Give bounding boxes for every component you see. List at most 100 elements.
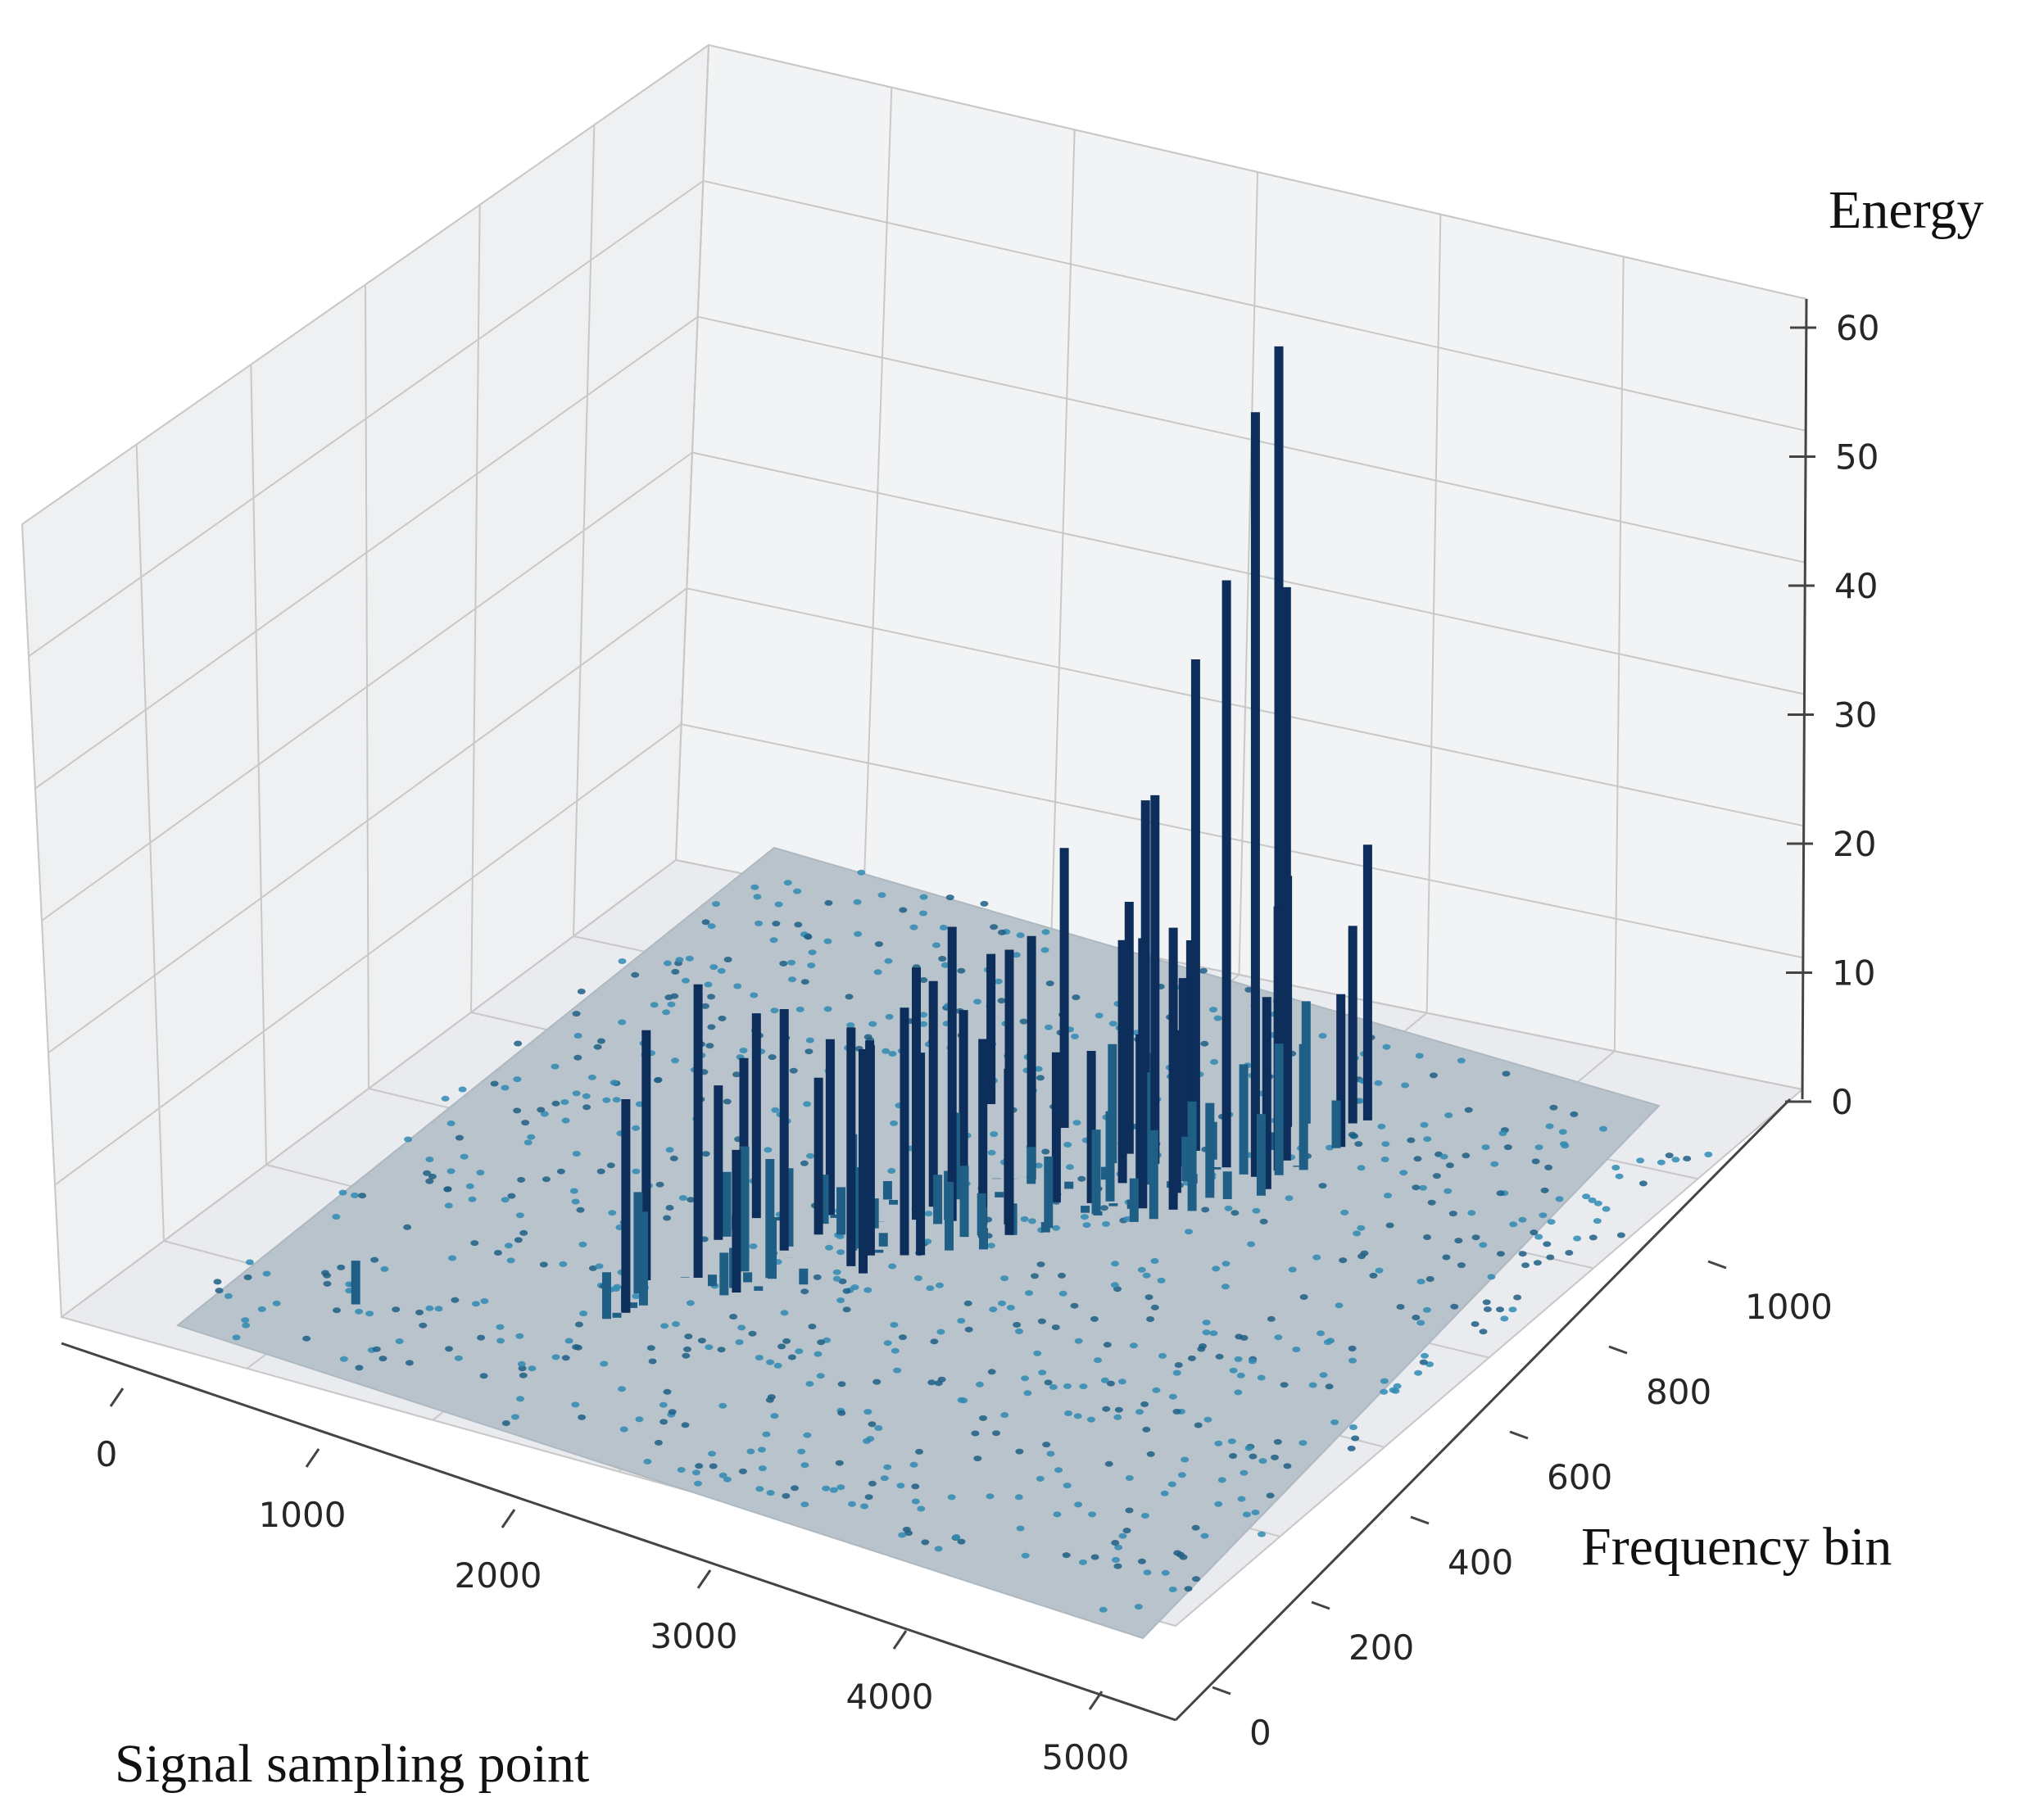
energy-point [662,1009,671,1016]
x-tick-label: 4000 [846,1677,934,1717]
energy-point [697,1338,706,1344]
y-ticks: 0 200 400 600 800 1000 [1212,1260,1833,1753]
energy-point [755,1355,764,1360]
energy-point [990,1131,999,1138]
energy-point [768,1054,777,1061]
energy-point [540,1111,549,1117]
energy-point [232,1334,241,1341]
energy-point [782,1492,791,1499]
energy-point [519,1229,528,1236]
energy-point [990,924,999,930]
energy-point [1054,1467,1063,1474]
energy-point [874,1425,883,1431]
z-axis-line [1801,298,1808,1100]
energy-point [332,1214,341,1220]
energy-point [1215,1353,1224,1360]
energy-point [800,1288,809,1295]
energy-point [514,1040,523,1047]
energy-point [618,1019,627,1025]
y-tick [1608,1345,1628,1355]
x-tick [305,1448,320,1468]
energy-point [539,1261,548,1268]
energy-point [718,1472,727,1478]
energy-point [701,919,710,926]
energy-point [1135,1409,1144,1415]
energy-point [1299,1294,1308,1300]
energy-point [1432,1173,1441,1179]
energy-point [677,1467,686,1473]
energy-point [1657,1159,1666,1166]
energy-point [668,1409,677,1415]
energy-point [507,1193,516,1199]
energy-point [705,1043,714,1049]
energy-point [380,1265,389,1272]
energy-point [1513,1294,1522,1301]
energy-point [1063,1483,1072,1489]
energy-point [771,1107,780,1113]
grid-line [1175,1089,1803,1627]
energy-point [405,1360,414,1366]
x-tick [696,1569,712,1589]
energy-point [1102,1406,1111,1412]
energy-point [764,1147,773,1153]
energy-point [572,1090,581,1097]
energy-point [1070,1302,1079,1309]
energy-point [750,992,759,998]
energy-point [1483,1306,1492,1312]
energy-point [1212,1265,1221,1272]
energy-point [829,1487,838,1493]
energy-point [1319,1372,1328,1379]
energy-point [1599,1125,1607,1132]
energy-point [899,907,908,913]
energy-point [1103,1342,1112,1348]
energy-point [1665,1152,1674,1159]
energy-point [460,1153,469,1160]
energy-point [1422,1306,1431,1313]
energy-point [825,1244,833,1251]
energy-point [919,1021,928,1027]
energy-point [774,901,783,908]
energy-point [877,892,886,899]
energy-point [1299,1440,1308,1446]
energy-point [667,1001,676,1007]
energy-point [1077,1175,1086,1182]
energy-point [1496,1190,1505,1197]
energy-point [1191,1524,1200,1531]
energy-point [1036,1261,1045,1268]
energy-point [501,1197,510,1203]
energy-point [470,1240,479,1247]
energy-point [1231,1210,1240,1216]
energy-point [755,920,763,926]
energy-point [571,1401,580,1408]
energy-point [1194,1422,1203,1428]
energy-point [551,1354,560,1360]
energy-point [803,1101,812,1107]
energy-point [880,1475,889,1482]
energy-point [1160,1490,1169,1496]
energy-point [980,900,989,907]
energy-point [691,1469,700,1476]
energy-point [1589,1234,1598,1241]
energy-point [1292,1347,1301,1352]
energy-point [1704,1152,1713,1157]
energy-point [873,969,882,976]
energy-point [213,1279,222,1285]
energy-point [989,1306,998,1313]
energy-point [975,1381,984,1388]
energy-point [1066,1164,1074,1170]
energy-point [874,941,883,948]
energy-point [573,1033,582,1039]
energy-point [1184,1586,1193,1592]
energy-point [572,1011,581,1017]
energy-point [1019,1018,1028,1025]
energy-point [1106,1380,1115,1387]
energy-point [643,1458,652,1465]
energy-point [868,1480,877,1487]
energy-point [1445,1162,1454,1169]
energy-point [1638,1180,1648,1187]
y-tick [1212,1686,1231,1695]
energy-point [782,1338,791,1344]
energy-point [1150,1258,1159,1264]
energy-point [1144,1294,1154,1301]
energy-point [577,989,586,994]
